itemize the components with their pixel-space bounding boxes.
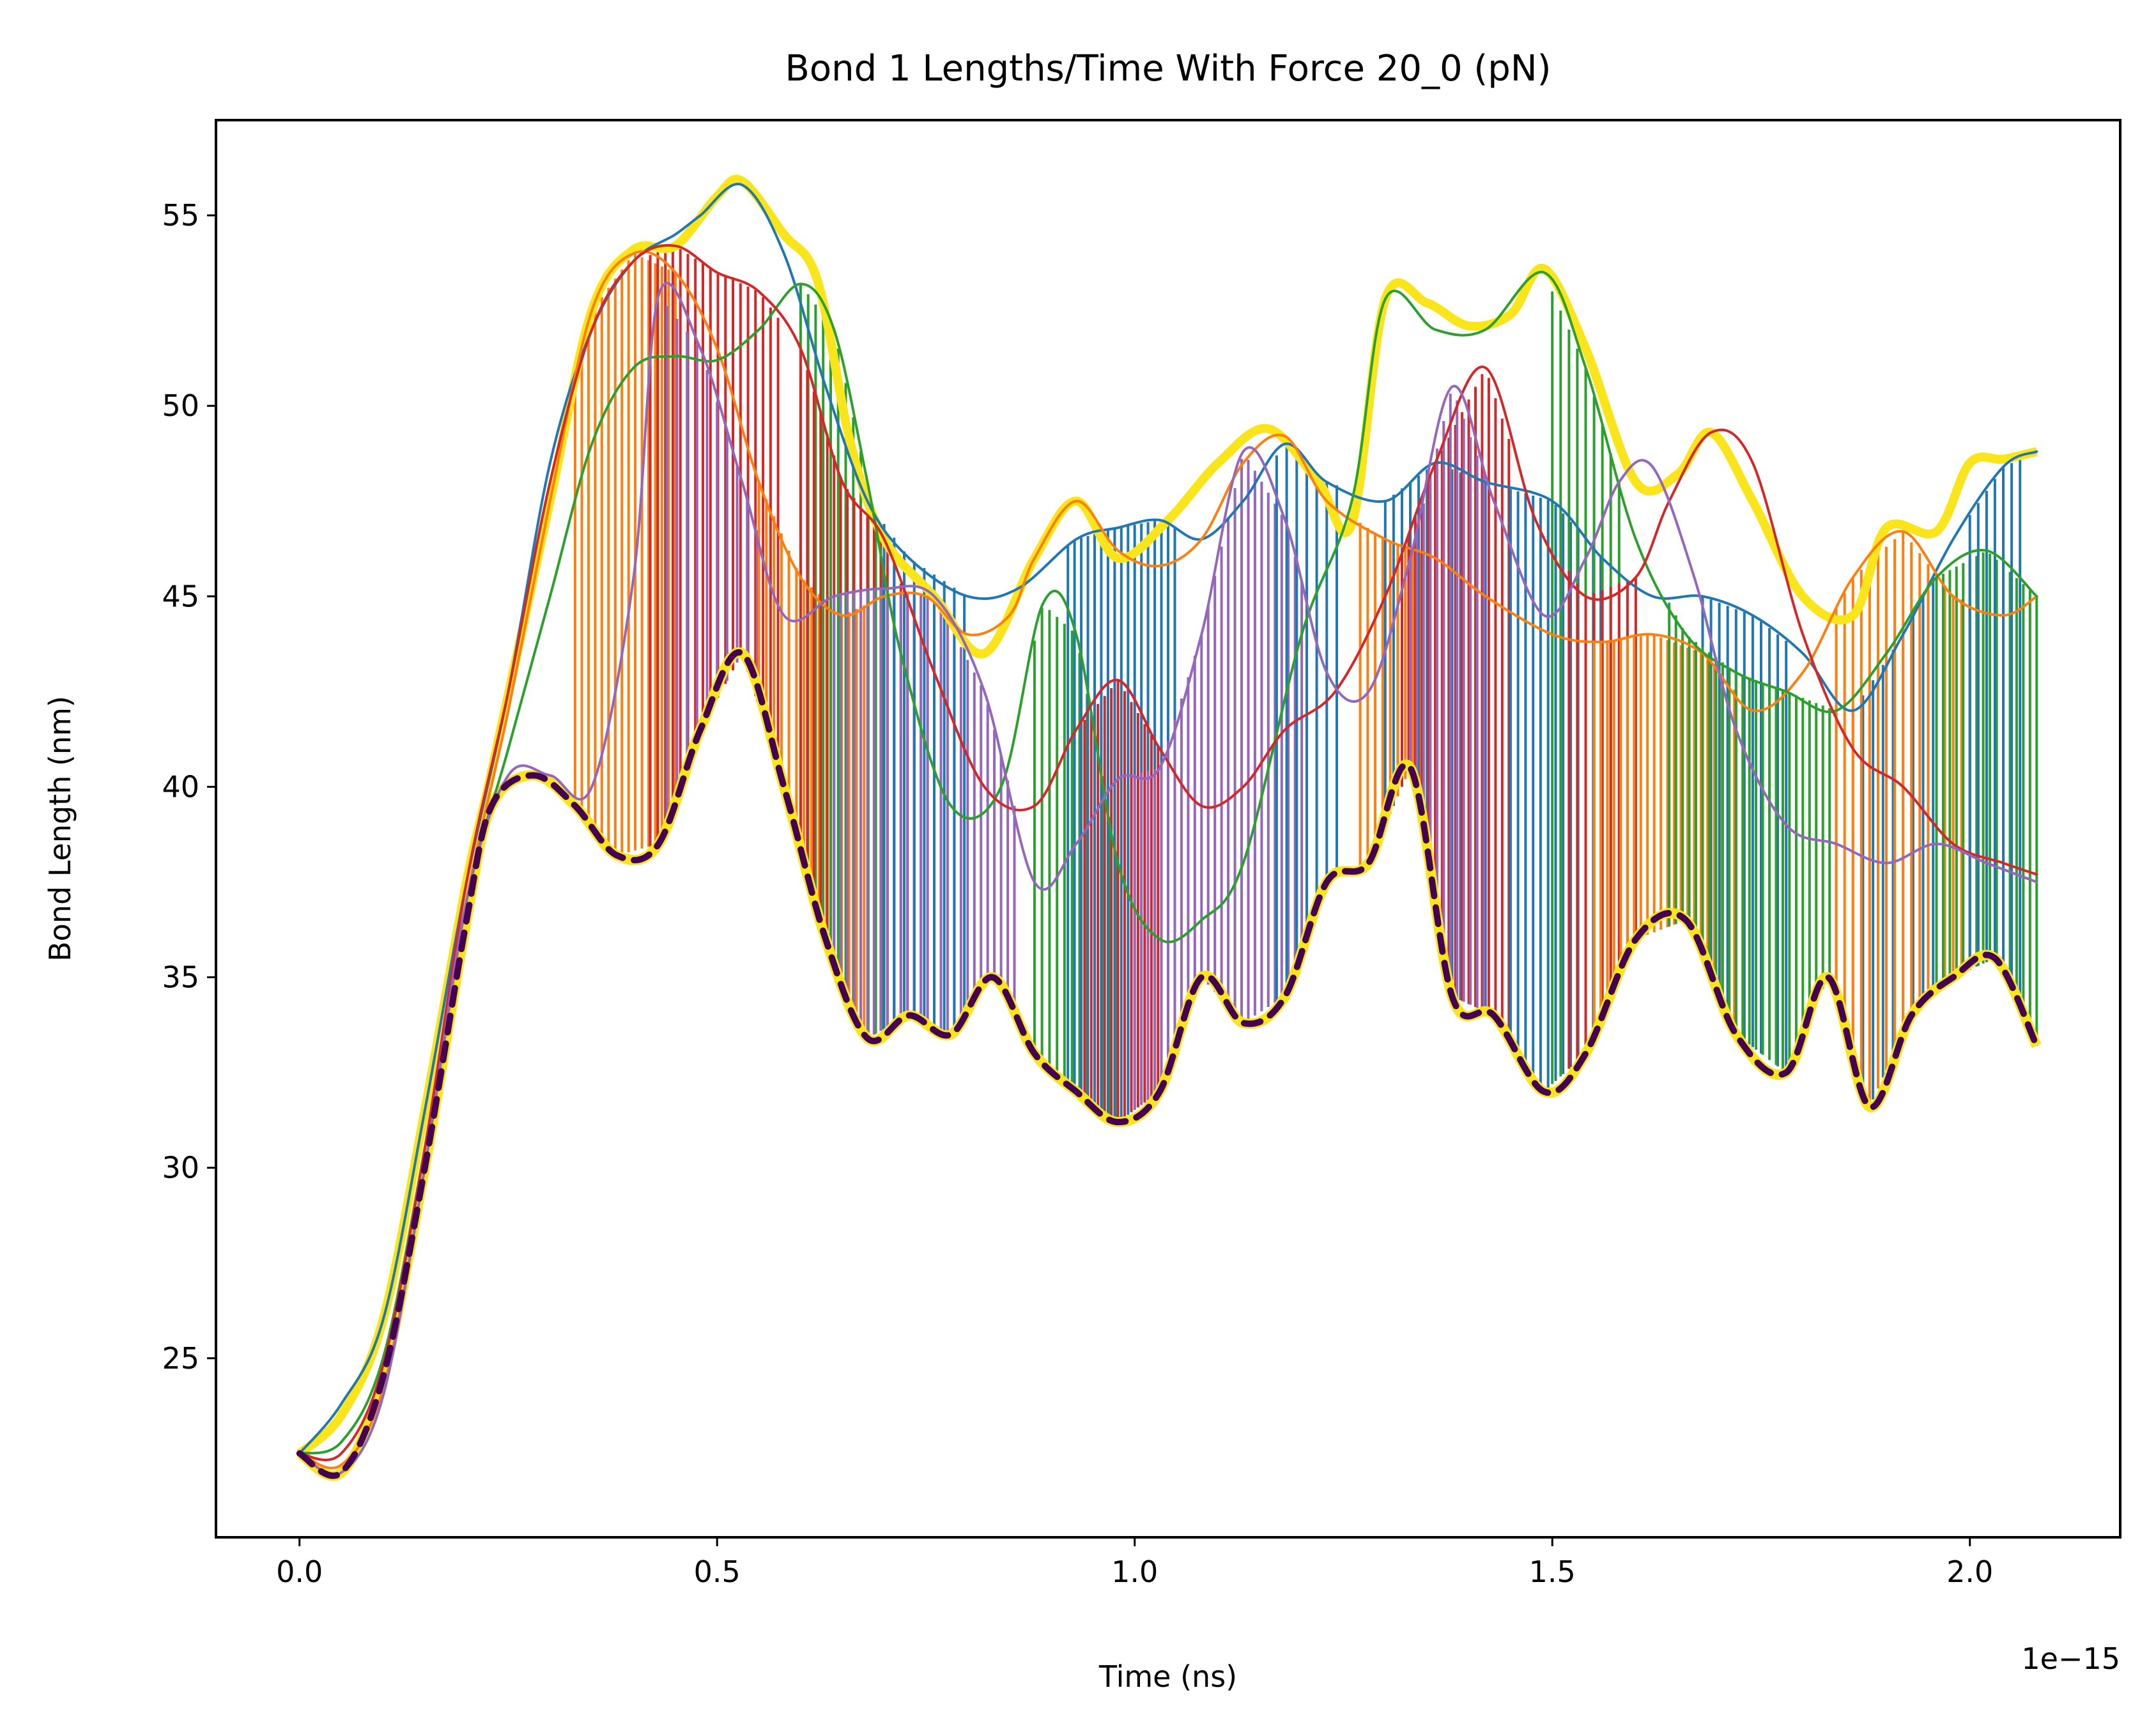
chart-title: Bond 1 Lengths/Time With Force 20_0 (pN) — [785, 48, 1551, 89]
y-tick-label-3: 40 — [162, 769, 199, 804]
y-tick-label-4: 45 — [162, 579, 199, 613]
y-tick-label-6: 55 — [162, 198, 199, 233]
x-tick-label-0: 0.0 — [276, 1555, 323, 1589]
envelope-upper-line — [296, 174, 2038, 1457]
x-axis-label: Time (ns) — [1098, 1659, 1237, 1694]
series-layer — [296, 182, 2040, 1479]
series-line-green — [298, 270, 2038, 1455]
x-axis: 0.0 0.5 1.0 1.5 2.0 — [276, 1537, 1993, 1589]
series-line-red — [298, 244, 2038, 1461]
x-tick-label-4: 2.0 — [1946, 1555, 1993, 1589]
x-axis-offset-label: 1e−15 — [2021, 1641, 2120, 1676]
x-tick-label-2: 1.0 — [1111, 1555, 1158, 1589]
y-axis-label: Bond Length (nm) — [43, 696, 77, 962]
plot-area — [296, 174, 2042, 1481]
series-line-purple — [298, 282, 2038, 1476]
y-tick-label-2: 35 — [162, 960, 199, 995]
y-tick-label-0: 25 — [162, 1341, 199, 1376]
y-axis: 25 30 35 40 45 50 55 — [162, 198, 216, 1376]
series-line-orange — [298, 250, 2038, 1470]
y-tick-label-5: 50 — [162, 388, 199, 423]
x-tick-label-1: 0.5 — [694, 1555, 741, 1589]
series-line-lower_band — [296, 649, 2040, 1479]
y-tick-label-1: 30 — [162, 1151, 199, 1185]
plot-frame — [215, 119, 2121, 1539]
x-tick-label-3: 1.5 — [1529, 1555, 1576, 1589]
